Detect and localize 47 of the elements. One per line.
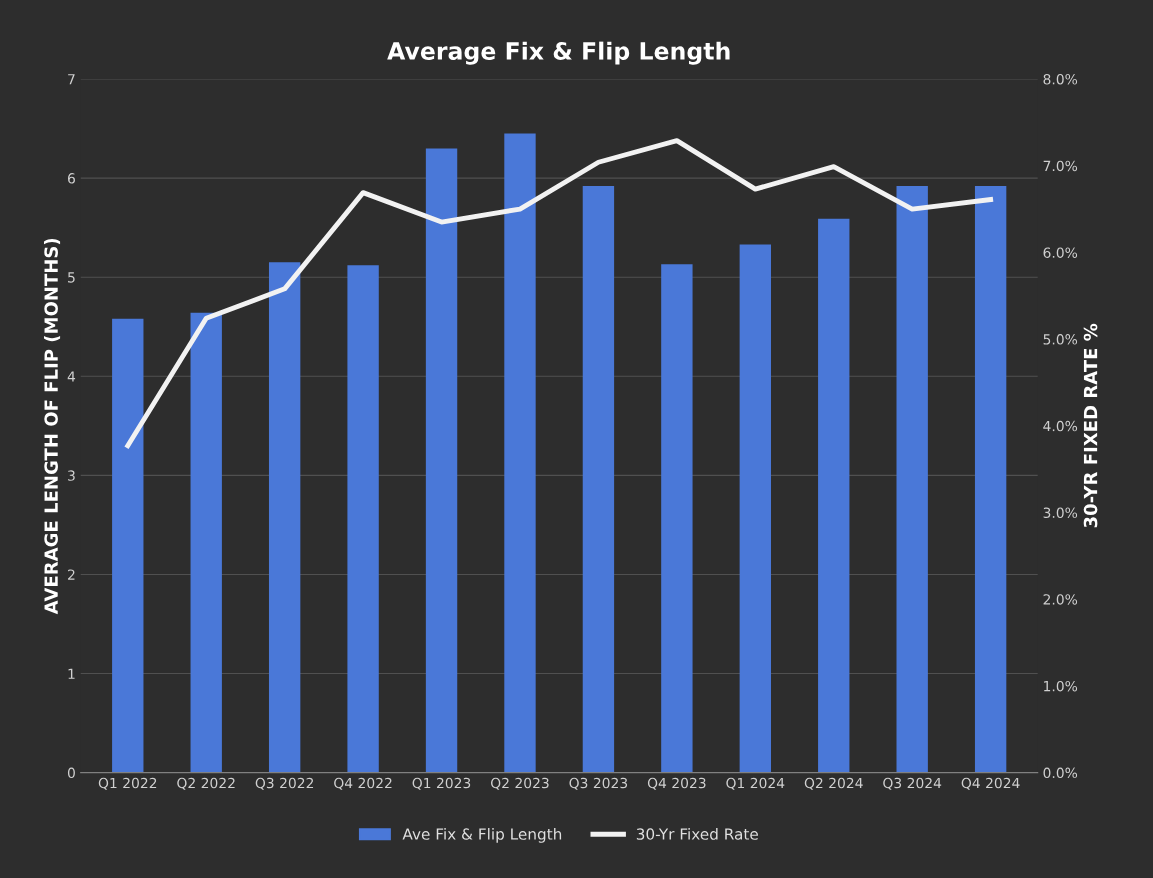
bar [425, 148, 458, 773]
y2-tick-label: 4.0% [1043, 420, 1078, 432]
y2-tick-label: 2.0% [1043, 594, 1078, 605]
y2-tick-label: 5.0% [1043, 334, 1078, 345]
x-tick-label: Q2 2023 [491, 777, 549, 790]
bar [582, 186, 615, 773]
bar [661, 264, 693, 773]
y2-tick-label: 3.0% [1043, 507, 1078, 519]
y-tick-label: 1 [68, 668, 75, 679]
y2-tick-label: 6.0% [1043, 247, 1078, 258]
legend-label: Ave Fix & Flip Length [402, 828, 562, 843]
y-tick-label: 2 [68, 569, 75, 580]
bar [739, 244, 771, 773]
y-tick-label: 3 [68, 470, 75, 481]
x-tick-label: Q3 2024 [883, 777, 942, 790]
y2-tick-label: 8.0% [1043, 73, 1078, 85]
x-tick-label: Q4 2023 [647, 777, 706, 790]
chart-title: Average Fix & Flip Length [387, 41, 730, 65]
x-tick-label: Q3 2023 [569, 777, 628, 790]
y2-tick-label: 0.0% [1043, 767, 1078, 779]
bar [974, 186, 1007, 773]
bar [112, 318, 144, 773]
bar [896, 186, 928, 773]
bar [268, 262, 301, 773]
bar [190, 312, 222, 773]
y-tick-label: 5 [68, 272, 75, 283]
y2-tick-label: 1.0% [1044, 680, 1078, 692]
y-tick-label: 4 [67, 371, 76, 382]
x-tick-label: Q3 2022 [255, 777, 314, 790]
y2-tick-label: 7.0% [1043, 160, 1078, 172]
x-tick-label: Q1 2024 [726, 777, 785, 790]
legend-label: 30-Yr Fixed Rate [636, 828, 758, 840]
bar [347, 265, 379, 773]
y-tick-label: 6 [67, 173, 75, 184]
y2-axis-title: 30-YR FIXED RATE % [1083, 323, 1098, 528]
line-series [125, 138, 994, 449]
x-tick-label: Q1 2023 [412, 777, 471, 790]
x-tick-label: Q4 2024 [961, 777, 1020, 790]
bar [504, 133, 536, 773]
x-tick-label: Q4 2022 [334, 777, 392, 790]
x-tick-label: Q1 2022 [98, 777, 157, 790]
bar [818, 218, 850, 773]
y-tick-label: 7 [68, 74, 75, 85]
y-tick-label: 0 [67, 767, 75, 779]
y-axis-title: AVERAGE LENGTH OF FLIP (MONTHS) [44, 238, 61, 615]
x-tick-label: Q2 2022 [177, 777, 235, 790]
x-tick-label: Q2 2024 [804, 777, 863, 790]
